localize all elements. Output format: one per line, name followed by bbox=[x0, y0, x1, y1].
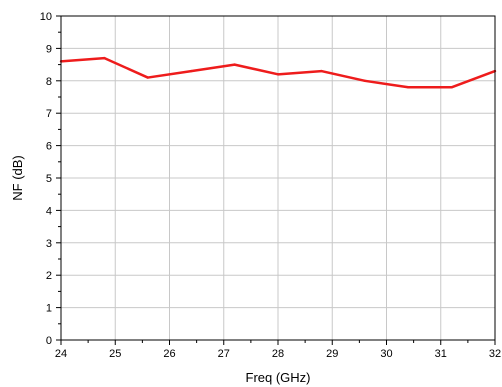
grid bbox=[61, 16, 495, 340]
x-tick-label: 31 bbox=[435, 348, 447, 360]
x-tick-label: 32 bbox=[489, 348, 501, 360]
nf-data-point bbox=[190, 69, 193, 73]
x-tick-label: 25 bbox=[109, 348, 121, 360]
y-tick-label: 4 bbox=[46, 205, 52, 217]
axis-ticks: 24 25 26 27 28 29 30 31 32 0 1 2 3 4 5 6 7 8 9 10 bbox=[40, 11, 501, 360]
y-tick-label: 5 bbox=[46, 173, 52, 185]
x-tick-label: 28 bbox=[272, 348, 284, 360]
nf-data-point bbox=[276, 73, 280, 76]
x-tick-label: 26 bbox=[163, 348, 175, 360]
nf-data-point bbox=[320, 69, 323, 73]
y-tick-label: 3 bbox=[46, 238, 52, 250]
nf-data-point bbox=[146, 76, 149, 79]
y-tick-label: 6 bbox=[46, 141, 52, 153]
y-axis-title: NF (dB) bbox=[10, 155, 25, 201]
y-tick-label: 7 bbox=[46, 108, 52, 120]
nf-data-point bbox=[407, 86, 410, 89]
x-tick-label: 24 bbox=[55, 348, 67, 360]
x-tick-label: 29 bbox=[326, 348, 338, 360]
x-tick-label: 30 bbox=[380, 348, 392, 360]
y-tick-label: 10 bbox=[40, 11, 52, 23]
nf-data-point bbox=[363, 79, 366, 83]
nf-data-point bbox=[103, 56, 106, 60]
nf-data-point bbox=[450, 86, 453, 89]
y-tick-label: 9 bbox=[46, 43, 52, 55]
series-layer bbox=[59, 56, 497, 89]
y-tick-label: 1 bbox=[46, 303, 52, 315]
x-axis-title: Freq (GHz) bbox=[246, 370, 311, 385]
nf-data-point bbox=[233, 63, 236, 66]
y-tick-label: 0 bbox=[46, 335, 52, 347]
y-tick-label: 8 bbox=[46, 76, 52, 88]
x-tick-label: 27 bbox=[218, 348, 230, 360]
y-tick-label: 2 bbox=[46, 270, 52, 282]
